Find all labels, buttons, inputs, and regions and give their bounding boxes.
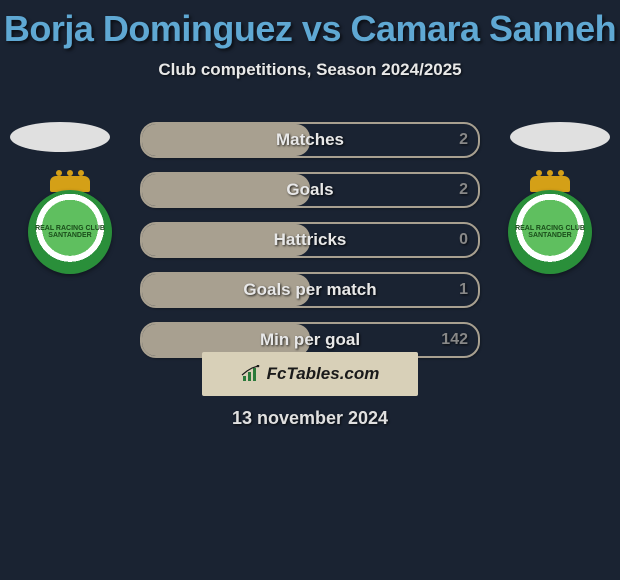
footer-date: 13 november 2024 [0,408,620,429]
club-badge-left: REAL RACING CLUBSANTANDER [20,176,120,266]
badge-circle: REAL RACING CLUBSANTANDER [28,190,112,274]
stat-value-right: 2 [459,124,468,156]
stat-row-min-per-goal: Min per goal 142 [140,322,480,358]
stat-row-matches: Matches 2 [140,122,480,158]
player-photo-left [10,122,110,152]
badge-circle: REAL RACING CLUBSANTANDER [508,190,592,274]
stats-panel: Matches 2 Goals 2 Hattricks 0 Goals per … [140,122,480,372]
page-subtitle: Club competitions, Season 2024/2025 [0,60,620,80]
player-photo-right [510,122,610,152]
bar-chart-icon [241,365,263,383]
stat-label: Matches [142,124,478,156]
stat-value-right: 2 [459,174,468,206]
stat-value-right: 142 [441,324,468,356]
club-badge-right: REAL RACING CLUBSANTANDER [500,176,600,266]
stat-value-right: 0 [459,224,468,256]
stat-label: Goals [142,174,478,206]
stat-row-goals-per-match: Goals per match 1 [140,272,480,308]
stat-label: Hattricks [142,224,478,256]
stat-label: Min per goal [142,324,478,356]
stat-label: Goals per match [142,274,478,306]
page-title: Borja Dominguez vs Camara Sanneh [0,0,620,50]
badge-text-left: REAL RACING CLUBSANTANDER [28,225,112,239]
stat-row-hattricks: Hattricks 0 [140,222,480,258]
comparison-infographic: Borja Dominguez vs Camara Sanneh Club co… [0,0,620,580]
stat-row-goals: Goals 2 [140,172,480,208]
brand-box: FcTables.com [202,352,418,396]
badge-text-right: REAL RACING CLUBSANTANDER [508,225,592,239]
brand-text: FcTables.com [267,364,380,384]
stat-value-right: 1 [459,274,468,306]
